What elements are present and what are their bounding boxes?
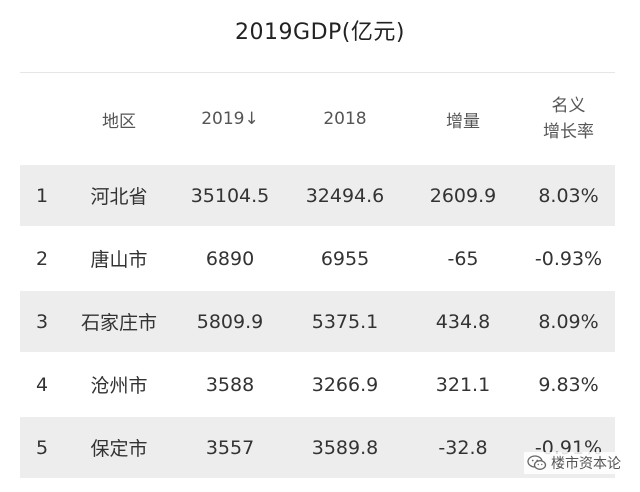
table-row: 3 石家庄市 5809.9 5375.1 434.8 8.09%	[20, 291, 615, 352]
header-growth-rate-line2: 增长率	[543, 122, 594, 142]
cell-2018: 3266.9	[311, 373, 379, 396]
cell-2019: 3588	[205, 373, 255, 396]
cell-rank: 3	[35, 310, 49, 333]
cell-rank: 4	[35, 373, 49, 396]
cell-region: 保定市	[90, 438, 148, 460]
cell-increase: 434.8	[435, 310, 491, 333]
cell-2018: 32494.6	[305, 184, 385, 207]
header-2018: 2018	[323, 109, 367, 129]
table-header-row: 地区 2019↓ 2018 增量 名义 增长率	[20, 73, 615, 165]
cell-rank: 5	[35, 436, 49, 459]
cell-region: 沧州市	[90, 375, 148, 397]
header-growth-rate-line1: 名义	[551, 96, 586, 116]
cell-2019: 3557	[205, 436, 255, 459]
cell-2018: 6955	[320, 247, 370, 270]
cell-2019: 5809.9	[196, 310, 264, 333]
cell-2019: 6890	[205, 247, 255, 270]
watermark-text: 楼市资本论	[551, 456, 621, 472]
table-title: 2019GDP(亿元)	[235, 20, 405, 45]
table-row: 1 河北省 35104.5 32494.6 2609.9 8.03%	[20, 165, 615, 226]
cell-increase: 321.1	[435, 373, 491, 396]
header-region: 地区	[102, 111, 136, 132]
cell-increase: -65	[447, 247, 479, 270]
wechat-icon	[527, 455, 547, 470]
cell-growth-rate: 8.09%	[538, 310, 599, 333]
gdp-table: 地区 2019↓ 2018 增量 名义 增长率 1 河北省 35104.5 32…	[20, 72, 615, 480]
cell-rank: 2	[35, 247, 49, 270]
table-row: 2 唐山市 6890 6955 -65 -0.93%	[20, 228, 615, 289]
cell-growth-rate: -0.93%	[534, 247, 603, 270]
cell-growth-rate: 9.83%	[538, 373, 599, 396]
table-top-divider	[20, 72, 615, 73]
header-2019-sort[interactable]: 2019↓	[201, 109, 259, 129]
table-row: 4 沧州市 3588 3266.9 321.1 9.83%	[20, 354, 615, 415]
cell-region: 河北省	[90, 186, 148, 208]
header-increase: 增量	[446, 111, 480, 132]
cell-growth-rate: 8.03%	[538, 184, 599, 207]
cell-region: 唐山市	[90, 249, 148, 271]
cell-2018: 5375.1	[311, 310, 379, 333]
cell-2018: 3589.8	[311, 436, 379, 459]
watermark: 楼市资本论	[524, 452, 624, 474]
cell-increase: 2609.9	[429, 184, 497, 207]
cell-region: 石家庄市	[80, 312, 157, 334]
table-row: 5 保定市 3557 3589.8 -32.8 -0.91%	[20, 417, 615, 478]
cell-2019: 35104.5	[190, 184, 270, 207]
header-growth-rate: 名义 增长率	[522, 93, 615, 145]
cell-rank: 1	[35, 184, 49, 207]
cell-increase: -32.8	[438, 436, 488, 459]
